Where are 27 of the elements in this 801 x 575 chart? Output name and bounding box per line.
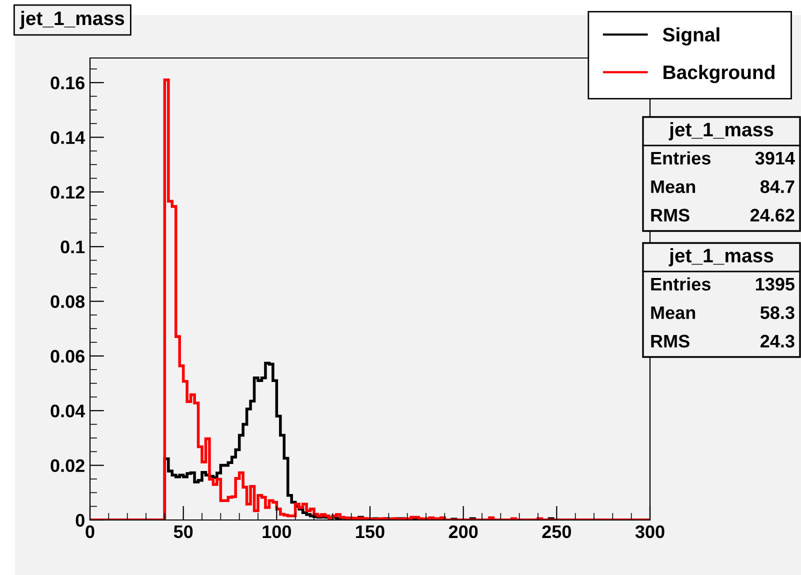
y-tick-label: 0.1 [60,240,85,254]
text: jet_1_mass [668,248,774,266]
text: Mean 58.3 [651,306,794,320]
y-tick-label: 0.02 [50,459,84,472]
x-tick-label: 0 [86,525,94,538]
x-tick-label: 200 [448,525,478,538]
y-tick-label: 0.12 [50,186,84,199]
y-tick-label: 0.06 [50,350,84,363]
chart-title: jet_1_mass [20,10,124,30]
text: Entries 1395 [651,277,794,291]
text: Entries 3914 [651,151,795,165]
x-tick-label: 50 [174,525,193,538]
text: RMS 24.3 [651,334,794,348]
x-tick-label: 150 [356,525,384,538]
text: Mean 84.7 [651,180,794,194]
text: jet_1_mass [668,122,774,140]
text: RMS 24.62 [651,208,794,222]
y-tick-label: 0.04 [50,404,86,418]
x-tick-label: 100 [262,525,291,538]
y-tick-label: 0.16 [50,76,84,90]
y-tick-label: 0 [76,514,84,527]
y-tick-label: 0.14 [50,131,86,144]
legend-label: Background [664,64,774,84]
legend-label: Signal [662,27,720,46]
x-tick-label: 250 [542,525,571,538]
x-tick-label: 300 [635,525,664,538]
y-tick-label: 0.08 [50,295,85,308]
